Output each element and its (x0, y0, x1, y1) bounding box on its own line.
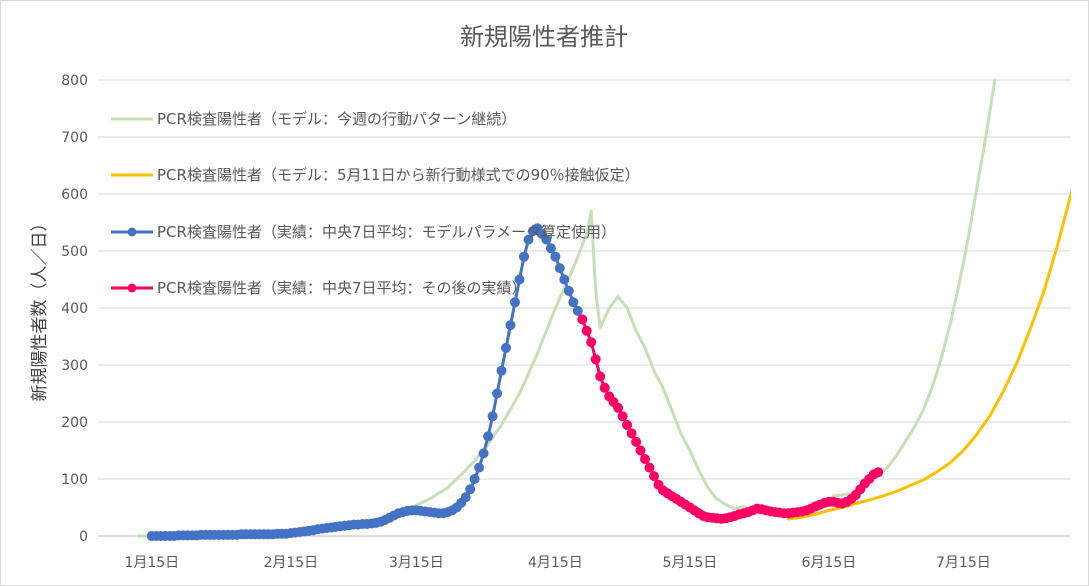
series-4-point (631, 436, 642, 447)
series-3-point (559, 274, 570, 285)
legend-label: PCR検査陽性者（実績：中央7日平均：その後の実績） (157, 279, 527, 297)
series-3-point (505, 320, 516, 331)
legend-item-3: PCR検査陽性者（実績：中央7日平均：モデルパラメータ算定使用） (111, 223, 616, 241)
y-tick-label: 600 (61, 187, 88, 203)
series-3-point (554, 263, 565, 274)
series-3-point (550, 251, 561, 262)
series-2 (787, 188, 1071, 521)
series-4-point (613, 402, 624, 413)
y-tick-label: 300 (61, 358, 88, 374)
chart-title: 新規陽性者推計 (460, 23, 628, 51)
series-1 (136, 78, 997, 538)
series-2-line (787, 188, 1071, 521)
series-3-point (487, 411, 498, 422)
series-4-point (644, 462, 655, 473)
series-3-line (150, 226, 580, 538)
series-4-point (581, 325, 592, 336)
y-tick-label: 400 (61, 301, 88, 317)
gridlines (98, 79, 1071, 537)
x-tick-label: 7月15日 (936, 555, 991, 571)
series-3-point (563, 285, 574, 296)
series-1-line (136, 78, 997, 538)
legend-label: PCR検査陽性者（モデル：5月11日から新行動様式での90％接触仮定） (157, 166, 640, 184)
series-3-point (474, 462, 485, 473)
series-4-point (873, 467, 884, 478)
y-tick-label: 700 (61, 130, 88, 146)
x-tick-label: 2月15日 (263, 555, 318, 571)
series-3-point (572, 305, 583, 316)
x-tick-label: 4月15日 (528, 555, 583, 571)
series-3-point (523, 234, 534, 245)
y-tick-label: 0 (79, 529, 88, 545)
series-4-point (599, 382, 610, 393)
series-3-point (465, 484, 476, 495)
series-4-point (590, 354, 601, 365)
legend-label: PCR検査陽性者（実績：中央7日平均：モデルパラメータ算定使用） (157, 223, 616, 241)
legend-label: PCR検査陽性者（モデル：今週の行動パターン継続） (157, 110, 516, 128)
legend-item-1: PCR検査陽性者（モデル：今週の行動パターン継続） (111, 110, 516, 128)
series-layer (136, 78, 1071, 541)
series-4-point (622, 419, 633, 430)
series-3-point (541, 234, 552, 245)
legend-item-4: PCR検査陽性者（実績：中央7日平均：その後の実績） (111, 279, 527, 297)
legend-item-2: PCR検査陽性者（モデル：5月11日から新行動様式での90％接触仮定） (111, 166, 640, 184)
series-3-point (492, 388, 503, 399)
series-3-point (460, 492, 471, 503)
series-3-point (496, 365, 507, 376)
y-tick-label: 200 (61, 415, 88, 431)
series-4-point (649, 471, 659, 482)
series-4-point (586, 337, 597, 348)
series-3-point (568, 297, 579, 308)
y-tick-label: 100 (61, 472, 88, 488)
series-3 (146, 223, 583, 541)
y-tick-label: 800 (61, 73, 88, 89)
legend-marker (127, 227, 137, 237)
x-tick-label: 6月15日 (802, 555, 857, 571)
series-4-point (577, 314, 588, 325)
x-tick-label: 1月15日 (124, 555, 179, 571)
series-3-point (519, 251, 529, 262)
series-4-point (626, 428, 637, 439)
y-axis-label: 新規陽性者数（人／日） (30, 215, 50, 402)
legend-marker (127, 283, 137, 293)
legend: PCR検査陽性者（モデル：今週の行動パターン継続） PCR検査陽性者（モデル：5月… (111, 110, 640, 297)
series-4-point (635, 445, 646, 456)
series-3-point (478, 448, 489, 459)
series-4-point (617, 411, 628, 422)
y-tick-labels: 0 100 200 300 400 500 600 700 800 (61, 73, 88, 545)
x-tick-label: 3月15日 (389, 555, 444, 571)
series-4-point (595, 371, 606, 382)
series-3-point (469, 474, 480, 484)
series-3-point (501, 342, 511, 353)
series-3-point (510, 297, 520, 308)
series-4 (577, 314, 884, 524)
series-3-point (545, 243, 556, 254)
x-tick-labels: 1月15日 2月15日 3月15日 4月15日 5月15日 6月15日 7月15日 (124, 555, 990, 571)
y-tick-label: 500 (61, 244, 88, 260)
series-3-point (514, 274, 525, 285)
series-3-point (483, 431, 494, 442)
x-tick-label: 5月15日 (663, 555, 718, 571)
series-4-point (640, 454, 650, 465)
